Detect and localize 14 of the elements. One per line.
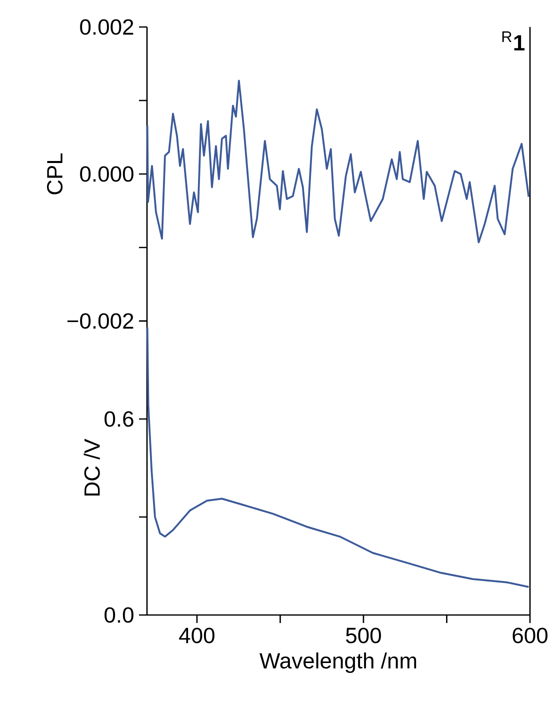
- y-tick-label: 0.002: [80, 19, 134, 35]
- annotation: $^{R}$1: [502, 31, 525, 50]
- x-tick-label: 400: [179, 628, 214, 644]
- y-tick-label: 0.000: [80, 166, 134, 182]
- y-tick-label: 0.6: [104, 411, 134, 427]
- x-tick-label: 500: [346, 628, 381, 644]
- line-series: [146, 80, 530, 244]
- y-axis-title: DC /V: [84, 438, 100, 496]
- x-axis-title: Wavelength /nm: [260, 652, 416, 673]
- x-tick-label: 600: [512, 628, 548, 644]
- y-axis-title: CPL: [46, 153, 63, 194]
- y-tick-label: −0.002: [67, 313, 134, 329]
- y-tick-label: 0.0: [104, 607, 134, 623]
- line-series: [146, 326, 530, 588]
